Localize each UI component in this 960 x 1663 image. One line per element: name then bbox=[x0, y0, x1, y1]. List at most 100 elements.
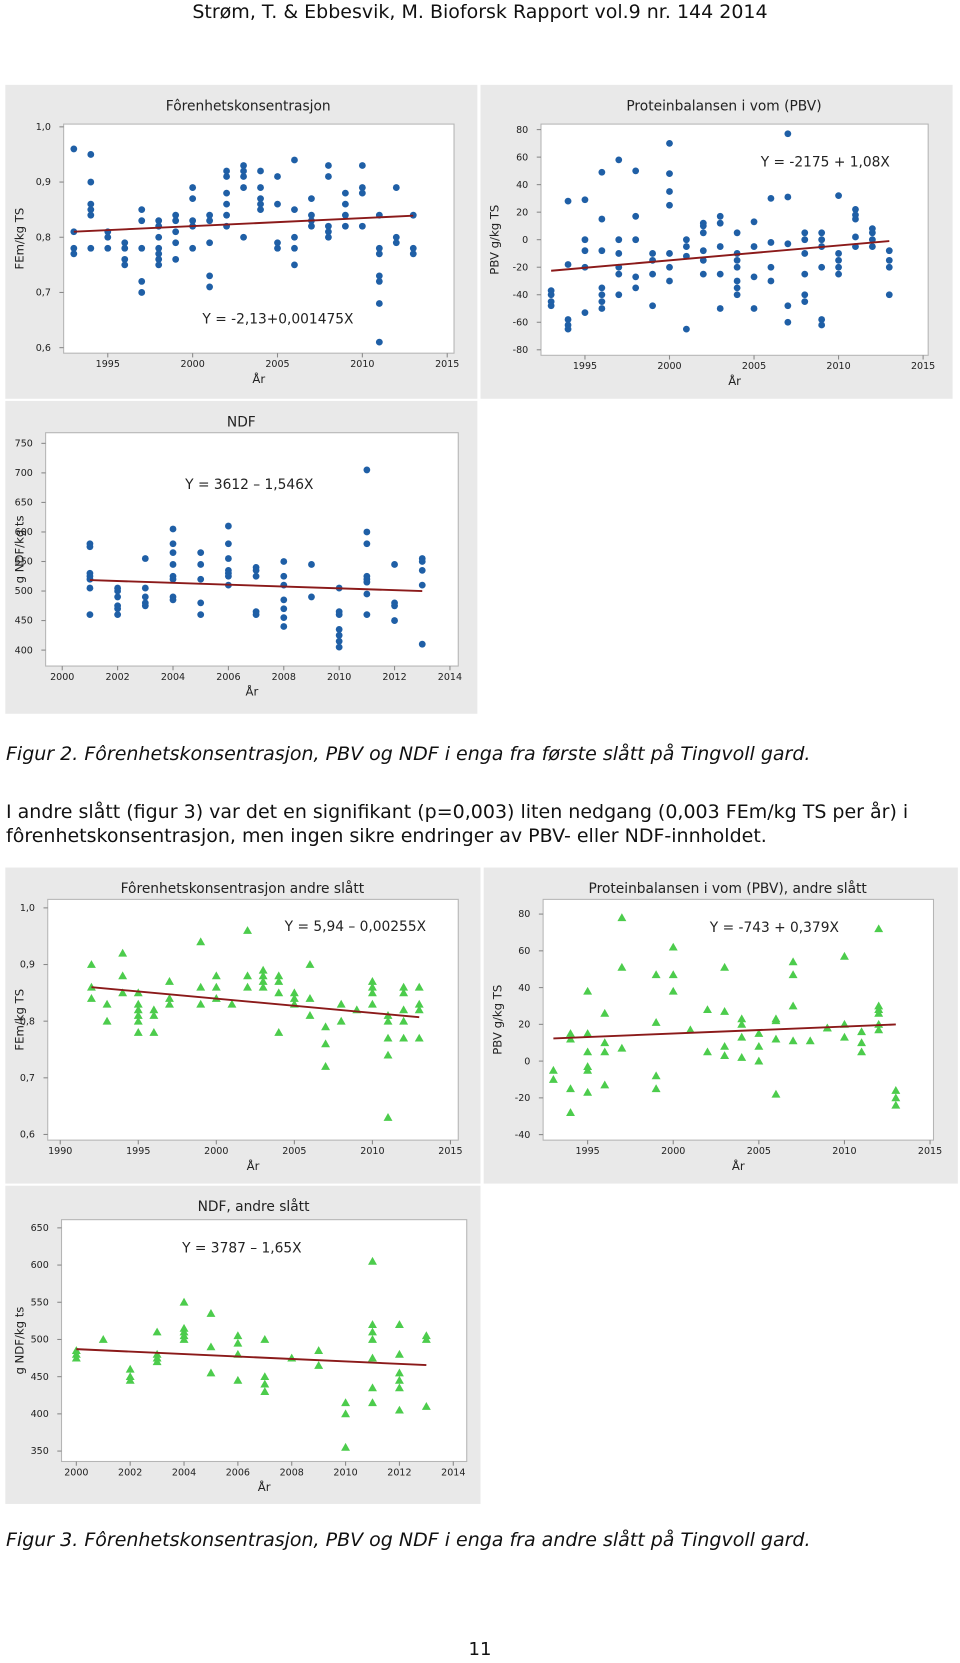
data-point bbox=[391, 617, 398, 624]
data-point bbox=[224, 555, 232, 562]
data-point bbox=[172, 239, 180, 247]
data-point bbox=[358, 184, 366, 191]
data-point bbox=[341, 1442, 351, 1451]
data-point bbox=[852, 206, 859, 213]
data-point bbox=[257, 184, 264, 191]
data-point bbox=[87, 200, 95, 208]
data-point bbox=[818, 316, 826, 323]
data-point bbox=[149, 1028, 159, 1036]
data-point bbox=[289, 988, 299, 997]
chart-title: Fôrenhetskonsentrasjon andre slått bbox=[121, 880, 365, 897]
data-point bbox=[280, 596, 288, 604]
data-point bbox=[114, 587, 122, 595]
data-point bbox=[391, 602, 398, 610]
data-point bbox=[258, 965, 268, 974]
y-axis-label: PBV g/kg TS bbox=[488, 205, 502, 275]
data-point bbox=[206, 1342, 216, 1351]
regression-equation: Y = -743 + 0,379X bbox=[709, 920, 839, 936]
data-point bbox=[598, 247, 606, 255]
data-point bbox=[767, 195, 775, 202]
data-point bbox=[421, 1401, 431, 1410]
data-point bbox=[874, 1025, 884, 1034]
data-point bbox=[138, 289, 146, 296]
data-point bbox=[818, 229, 826, 237]
data-point bbox=[874, 924, 884, 933]
data-point bbox=[169, 561, 177, 568]
y-tick-label: 0,6 bbox=[20, 1130, 35, 1141]
data-point bbox=[818, 236, 826, 244]
data-point bbox=[392, 184, 400, 191]
data-point bbox=[375, 300, 383, 307]
data-point bbox=[102, 999, 112, 1008]
data-point bbox=[102, 1016, 112, 1025]
data-point bbox=[367, 999, 377, 1008]
data-point bbox=[703, 1005, 712, 1014]
data-point bbox=[274, 244, 281, 252]
x-tick-label: 2010 bbox=[327, 672, 351, 683]
data-point bbox=[325, 162, 332, 169]
data-point bbox=[233, 1338, 243, 1347]
data-point bbox=[394, 1375, 404, 1384]
data-point bbox=[852, 233, 859, 241]
page-header: Strøm, T. & Ebbesvik, M. Bioforsk Rappor… bbox=[192, 1, 768, 23]
data-point bbox=[399, 988, 409, 997]
data-point bbox=[683, 243, 690, 250]
data-point bbox=[600, 1047, 610, 1056]
data-point bbox=[399, 1005, 409, 1014]
data-point bbox=[699, 256, 707, 264]
data-point bbox=[617, 1043, 627, 1052]
data-point bbox=[839, 951, 849, 960]
y-tick-label: 0 bbox=[522, 235, 528, 246]
y-tick-label: 700 bbox=[15, 468, 33, 479]
data-point bbox=[733, 229, 741, 237]
data-point bbox=[260, 1379, 270, 1388]
x-tick-label: 2010 bbox=[826, 361, 850, 372]
data-point bbox=[305, 1011, 315, 1019]
data-point bbox=[801, 298, 809, 306]
data-point bbox=[308, 211, 315, 219]
y-tick-label: 20 bbox=[518, 1020, 530, 1031]
data-point bbox=[699, 247, 707, 255]
data-point bbox=[258, 971, 268, 980]
data-point bbox=[179, 1297, 189, 1306]
x-axis-label: År bbox=[732, 1158, 745, 1173]
data-point bbox=[394, 1320, 404, 1328]
data-point bbox=[368, 1320, 377, 1328]
y-tick-label: 0,9 bbox=[36, 177, 51, 188]
data-point bbox=[375, 272, 383, 280]
data-point bbox=[260, 1372, 270, 1381]
data-point bbox=[399, 1033, 409, 1042]
data-point bbox=[801, 229, 809, 237]
data-point bbox=[257, 200, 264, 208]
data-point bbox=[733, 284, 741, 292]
x-axis-label: År bbox=[252, 371, 265, 386]
data-point bbox=[118, 948, 128, 957]
data-point bbox=[133, 1028, 143, 1036]
data-point bbox=[383, 1050, 393, 1059]
page-number: 11 bbox=[468, 1639, 492, 1660]
data-point bbox=[70, 250, 78, 258]
data-point bbox=[857, 1027, 867, 1036]
data-point bbox=[240, 184, 247, 191]
y-tick-label: 500 bbox=[31, 1335, 49, 1346]
data-point bbox=[583, 1029, 593, 1037]
data-point bbox=[86, 994, 96, 1002]
data-point bbox=[399, 982, 409, 991]
data-point bbox=[358, 162, 366, 169]
data-point bbox=[280, 558, 288, 565]
x-tick-label: 1995 bbox=[96, 359, 120, 370]
chart: NDF g NDF/kg ts År 400 450 500 550 600 650 700 750… bbox=[5, 400, 478, 714]
trend-line bbox=[553, 1023, 896, 1040]
x-tick-label: 1995 bbox=[126, 1146, 150, 1157]
data-point bbox=[118, 988, 128, 997]
data-point bbox=[805, 1036, 815, 1045]
y-tick-label: 40 bbox=[518, 983, 530, 994]
trend-line bbox=[551, 240, 890, 272]
data-point bbox=[716, 212, 724, 220]
data-point bbox=[291, 233, 298, 241]
data-point bbox=[733, 256, 741, 264]
data-point bbox=[280, 605, 288, 613]
chart: Proteinbalansen i vom (PBV), andre slått… bbox=[483, 867, 958, 1184]
data-point bbox=[86, 611, 94, 619]
y-tick-label: 0,8 bbox=[20, 1016, 35, 1027]
